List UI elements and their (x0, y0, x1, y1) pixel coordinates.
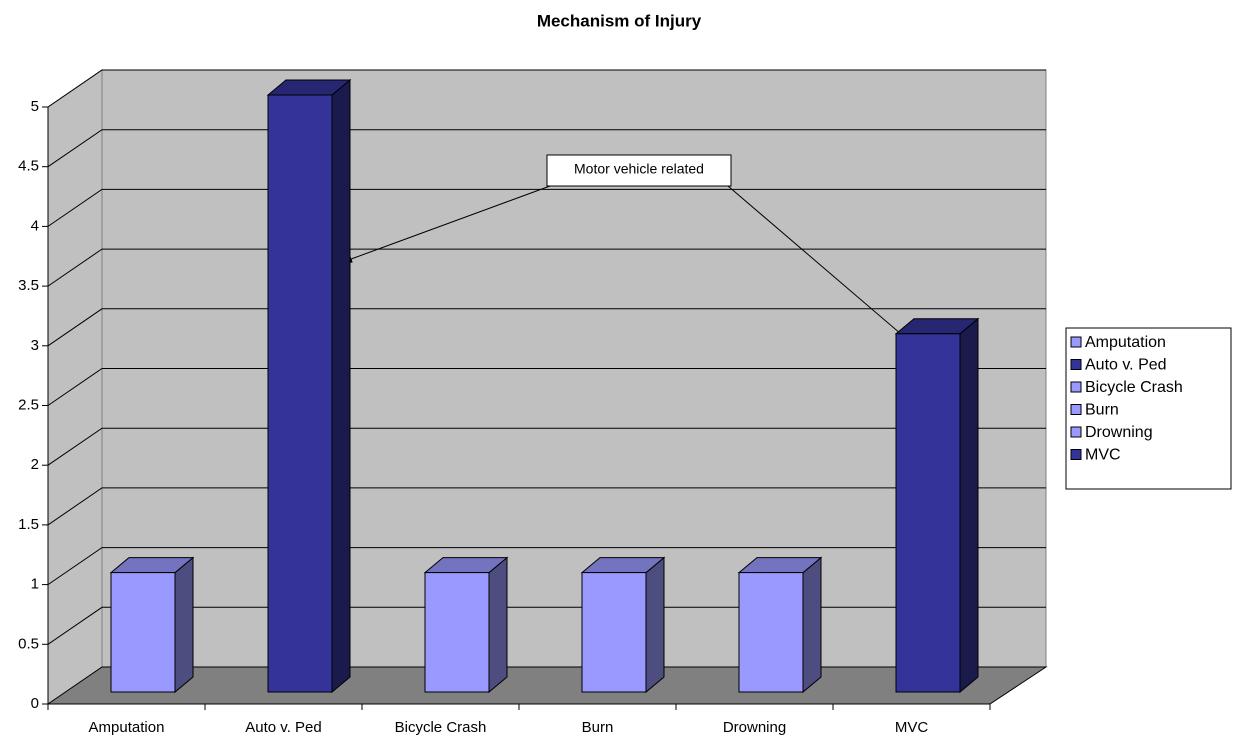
bar-side (959, 317, 979, 694)
grid-line (47, 308, 1046, 347)
y-tick-label: 2.5 (18, 396, 39, 413)
legend-swatch (1070, 426, 1082, 438)
bar (581, 572, 647, 693)
legend-label: Auto v. Ped (1085, 357, 1167, 374)
grid-line (47, 368, 1046, 406)
bar (895, 333, 961, 693)
bar (738, 572, 804, 693)
legend-label: MVC (1085, 447, 1121, 464)
bar (267, 94, 333, 693)
x-tick-label: Burn (582, 719, 614, 736)
grid-line (47, 606, 1046, 645)
y-tick-label: 3 (31, 337, 39, 354)
legend-swatch (1070, 336, 1082, 348)
x-tick-label: Bicycle Crash (395, 719, 487, 736)
bar-side (645, 556, 665, 694)
annotation-box (546, 154, 732, 187)
grid-line (47, 487, 1046, 526)
legend-label: Drowning (1085, 424, 1153, 441)
x-tick-label: Auto v. Ped (245, 719, 321, 736)
legend-label: Bicycle Crash (1085, 379, 1183, 396)
x-tick-label: MVC (895, 719, 929, 736)
grid-line (47, 248, 1046, 287)
annotation: Motor vehicle related (574, 161, 704, 177)
y-tick-label: 1.5 (18, 516, 39, 533)
bar-side (488, 556, 508, 694)
y-tick-label: 1 (31, 576, 39, 593)
bar-side (802, 556, 822, 694)
y-tick-label: 0 (31, 695, 39, 712)
x-tick-label: Drowning (723, 719, 786, 736)
y-tick-label: 3.5 (18, 277, 39, 294)
legend-swatch (1070, 381, 1082, 393)
legend (1065, 327, 1232, 490)
legend-label: Burn (1085, 402, 1119, 419)
grid-line (47, 69, 1046, 108)
bar-side (174, 556, 194, 694)
y-tick-label: 4 (31, 217, 39, 234)
legend-swatch (1070, 449, 1082, 460)
grid-line (47, 427, 1046, 466)
bar-side (331, 78, 351, 694)
legend-swatch (1070, 404, 1082, 415)
x-tick-label: Amputation (89, 719, 165, 736)
chart-title: Mechanism of Injury (537, 11, 702, 30)
y-tick-label: 0.5 (18, 635, 39, 652)
annotation-arrow (727, 185, 923, 353)
grid-line (47, 129, 1046, 168)
legend-swatch (1070, 359, 1082, 370)
y-tick-label: 5 (31, 98, 39, 115)
bar (110, 572, 176, 693)
grid-line (47, 188, 1046, 227)
bar (424, 572, 490, 693)
y-tick-label: 4.5 (18, 158, 39, 175)
grid-line (47, 547, 1046, 586)
legend-label: Amputation (1085, 334, 1166, 351)
y-tick-label: 2 (31, 456, 39, 473)
